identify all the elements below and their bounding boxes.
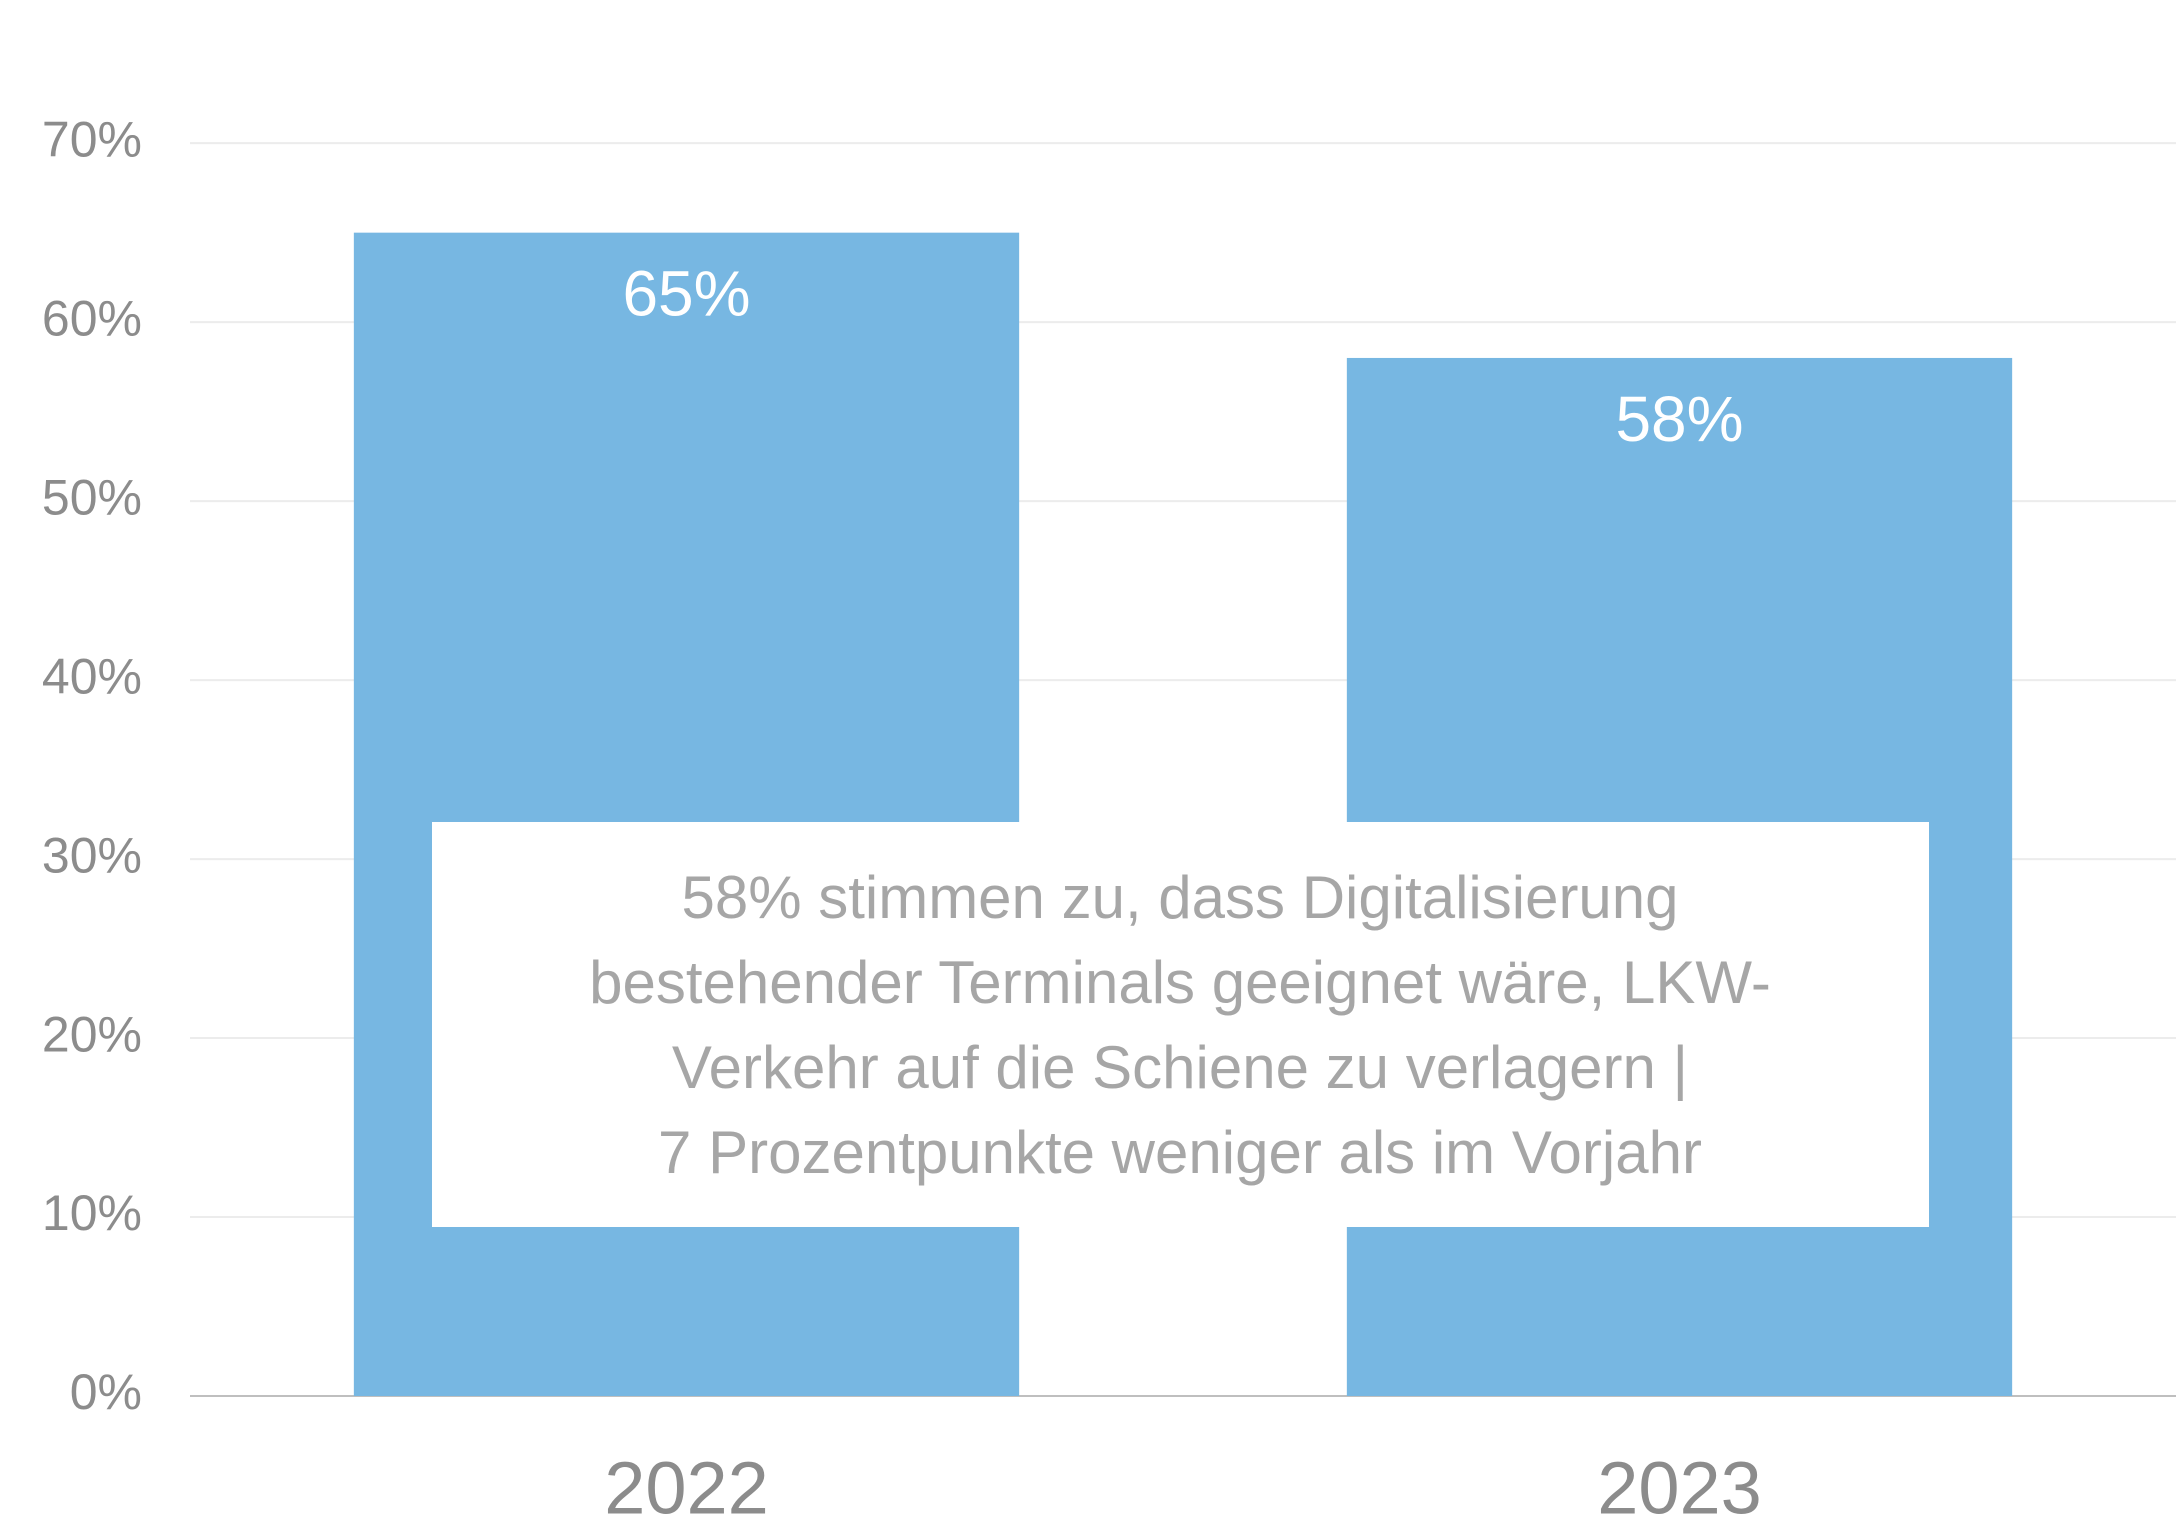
x-tick-label: 2023 xyxy=(1597,1447,1762,1524)
x-tick-label: 2022 xyxy=(604,1447,769,1524)
annotation-box xyxy=(432,822,1929,1227)
y-tick-label: 30% xyxy=(42,827,142,883)
annotation-text: 7 Prozentpunkte weniger als im Vorjahr xyxy=(658,1119,1702,1186)
y-tick-label: 40% xyxy=(42,648,142,704)
value-label: 65% xyxy=(622,258,750,330)
annotation-text: Verkehr auf die Schiene zu verlagern | xyxy=(672,1034,1688,1101)
y-tick-label: 20% xyxy=(42,1006,142,1062)
y-tick-label: 0% xyxy=(70,1364,142,1420)
y-tick-label: 50% xyxy=(42,469,142,525)
value-label: 58% xyxy=(1615,383,1743,455)
y-tick-label: 70% xyxy=(42,111,142,167)
y-tick-label: 10% xyxy=(42,1185,142,1241)
annotation-text: 58% stimmen zu, dass Digitalisierung xyxy=(681,864,1678,931)
y-tick-label: 60% xyxy=(42,290,142,346)
annotation-text: bestehender Terminals geeignet wäre, LKW… xyxy=(589,949,1771,1016)
